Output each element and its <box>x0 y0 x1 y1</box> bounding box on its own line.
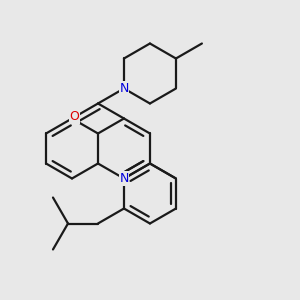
Text: O: O <box>70 110 80 124</box>
Text: N: N <box>119 82 129 95</box>
Text: N: N <box>119 172 129 185</box>
